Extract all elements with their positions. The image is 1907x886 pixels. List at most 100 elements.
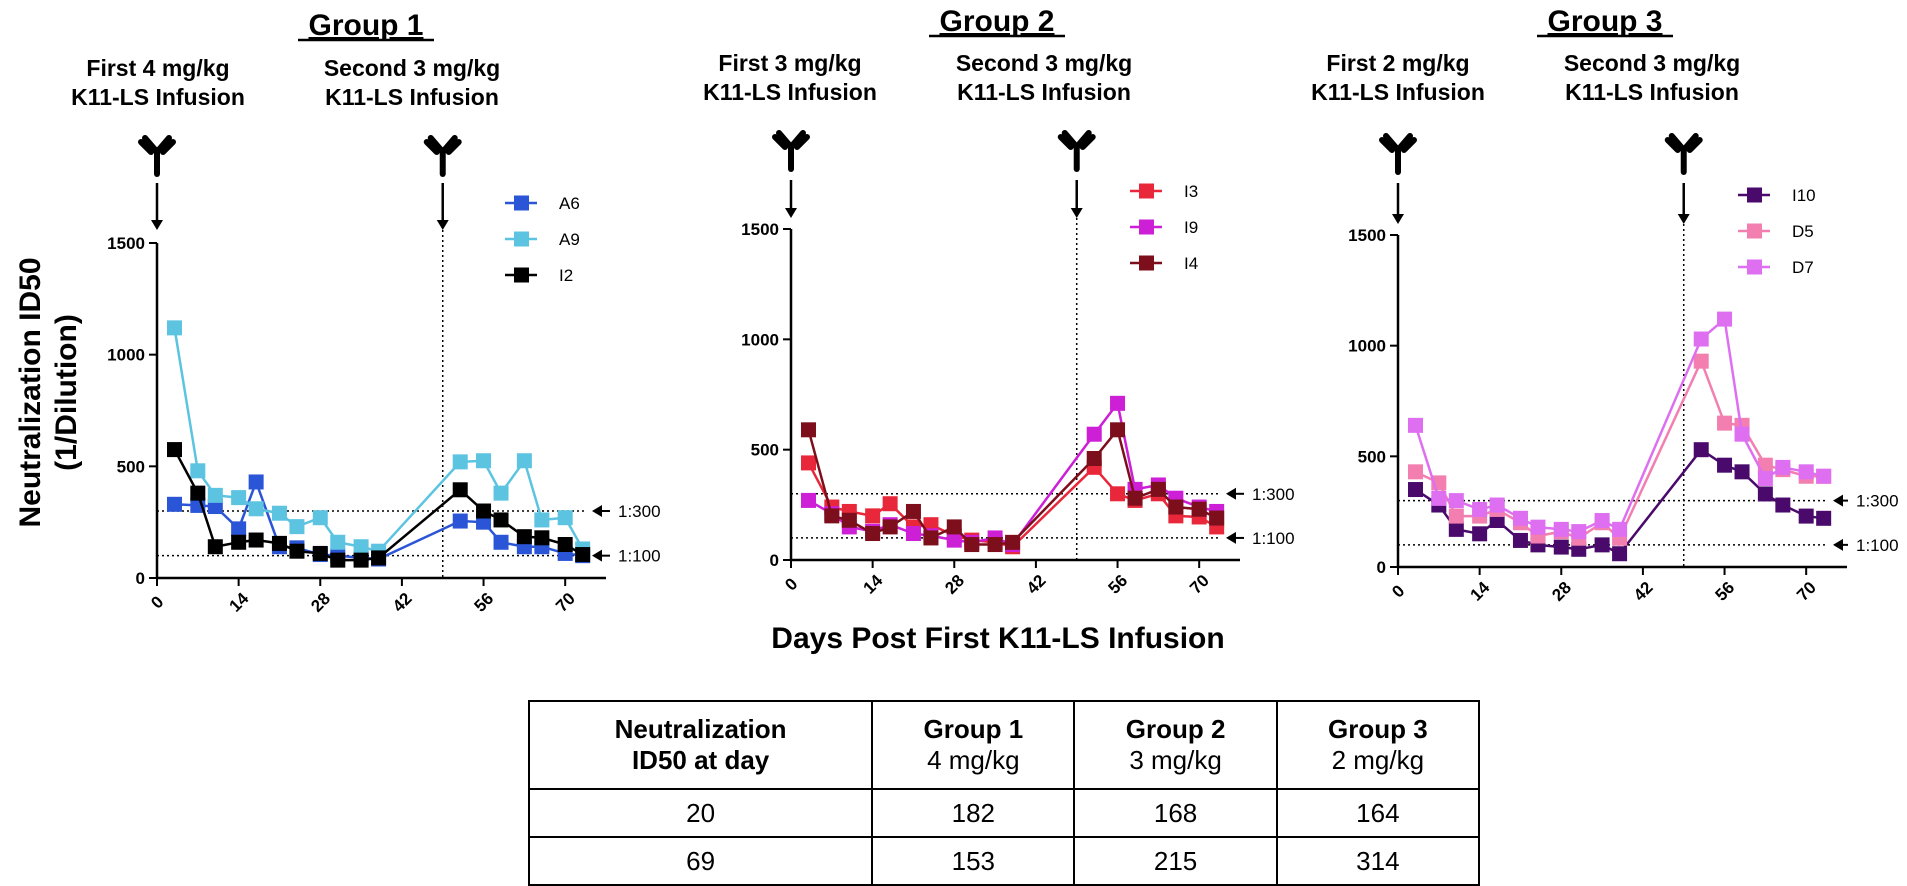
antibody-left-arm [776, 130, 794, 150]
y-tick-label: 500 [117, 457, 145, 476]
data-point-I9 [1110, 395, 1126, 411]
table-header-sublabel: 3 mg/kg [1129, 745, 1222, 775]
antibody-right-arm-inner [1079, 134, 1096, 150]
data-point-I4 [841, 512, 857, 528]
x-tick-label: 56 [1104, 571, 1131, 598]
x-tick-label: 14 [226, 589, 253, 616]
data-point-I2 [190, 485, 206, 501]
arrow-head [1070, 208, 1083, 218]
data-point-I10 [1407, 482, 1423, 498]
arrow-head [436, 220, 449, 230]
data-point-D5 [1407, 464, 1423, 480]
data-point-I4 [1005, 534, 1021, 550]
x-tick-label: 42 [389, 589, 416, 616]
second-infusion-label: K11-LS Infusion [325, 84, 499, 110]
legend-marker [514, 195, 529, 211]
data-point-I10 [1448, 521, 1464, 537]
data-point-I2 [231, 534, 247, 550]
antibody-right-arm-inner [160, 139, 176, 155]
legend-label: I3 [1184, 182, 1198, 201]
chart-panel-2: Group 2 First 3 mg/kg K11-LS Infusion Secon… [703, 5, 1294, 598]
antibody-left-arm [1668, 133, 1687, 153]
y-tick-label: 1500 [1348, 226, 1386, 245]
data-point-A6 [248, 474, 264, 490]
data-point-A9 [289, 519, 305, 535]
antibody-icon [1379, 133, 1417, 175]
data-point-D7 [1693, 331, 1709, 347]
data-point-I4 [987, 537, 1003, 553]
antibody-right-arm-inner [1401, 137, 1417, 153]
table-header-label: Group 1 [923, 713, 1024, 744]
data-point-I4 [1110, 422, 1126, 438]
data-point-A9 [353, 539, 369, 555]
y-tick-label: 0 [136, 569, 145, 588]
legend-label: D7 [1792, 258, 1814, 277]
data-point-I3 [1110, 486, 1126, 502]
arrow-head [1833, 538, 1843, 551]
y-tick-label: 1500 [741, 220, 779, 239]
antibody-right-arm [439, 135, 458, 155]
data-point-I2 [312, 545, 328, 561]
data-point-I2 [493, 512, 509, 528]
data-point-A9 [493, 485, 509, 501]
legend-label: D5 [1792, 222, 1814, 241]
legend-marker [1139, 255, 1154, 271]
table-header-label: Neutralization [614, 713, 787, 744]
legend-marker [1747, 259, 1762, 275]
legend-label: A9 [559, 230, 580, 249]
x-tick-label: 28 [307, 589, 334, 616]
legend-marker [514, 231, 529, 247]
data-point-A9 [207, 487, 223, 503]
data-point-D7 [1407, 417, 1423, 433]
data-point-D7 [1448, 493, 1464, 509]
antibody-left-arm [142, 135, 160, 155]
data-point-I10 [1816, 510, 1832, 526]
first-infusion-label: First 2 mg/kg [1326, 50, 1469, 76]
data-point-I4 [1127, 490, 1143, 506]
y-axis-title: Neutralization ID50 [14, 257, 47, 527]
table-cell: 215 [1073, 836, 1278, 886]
x-axis-title: Days Post First K11-LS Infusion [771, 622, 1224, 655]
reference-label: 1:300 [618, 502, 661, 521]
second-infusion-label: Second 3 mg/kg [1564, 50, 1740, 76]
antibody-left-arm-inner [1664, 137, 1681, 153]
x-tick-label: 0 [147, 592, 167, 612]
reference-label: 1:300 [1856, 492, 1899, 511]
data-point-I9 [946, 532, 962, 548]
x-tick-label: 14 [860, 571, 887, 598]
arrow-head [1833, 494, 1843, 507]
reference-arrow [592, 505, 610, 517]
arrow-head [1392, 214, 1404, 224]
arrow-head [592, 505, 602, 517]
x-tick-label: 42 [1023, 571, 1050, 598]
antibody-icon [138, 135, 176, 177]
data-point-I4 [923, 530, 939, 546]
data-point-D7 [1594, 513, 1610, 529]
data-point-D7 [1612, 521, 1628, 537]
data-point-I10 [1553, 539, 1569, 555]
data-point-I2 [452, 482, 468, 498]
y-tick-label: 500 [751, 441, 779, 460]
arrow-head [151, 220, 163, 230]
data-point-A6 [166, 496, 182, 512]
infusion-arrow [1677, 183, 1690, 224]
chart-panel-1: Group 1 First 4 mg/kg K11-LS Infusion Secon… [14, 9, 661, 616]
second-infusion-label: Second 3 mg/kg [956, 50, 1132, 76]
table-row: 20 182 168 164 [527, 788, 1481, 838]
data-point-D5 [1693, 353, 1709, 369]
infusion-arrow [436, 183, 449, 230]
antibody-left-arm-inner [138, 139, 154, 155]
data-point-D7 [1512, 510, 1528, 526]
data-point-D7 [1757, 470, 1773, 486]
reference-arrow [1833, 538, 1848, 551]
infusion-arrow [1392, 183, 1404, 224]
y-tick-label: 0 [1377, 558, 1386, 577]
legend-marker [1747, 187, 1762, 203]
data-point-I2 [557, 537, 573, 552]
data-point-D7 [1553, 521, 1569, 537]
table-header-sublabel: ID50 at day [631, 745, 770, 775]
data-point-I4 [1209, 510, 1225, 526]
data-point-I2 [476, 503, 492, 519]
reference-arrow [1833, 494, 1848, 507]
